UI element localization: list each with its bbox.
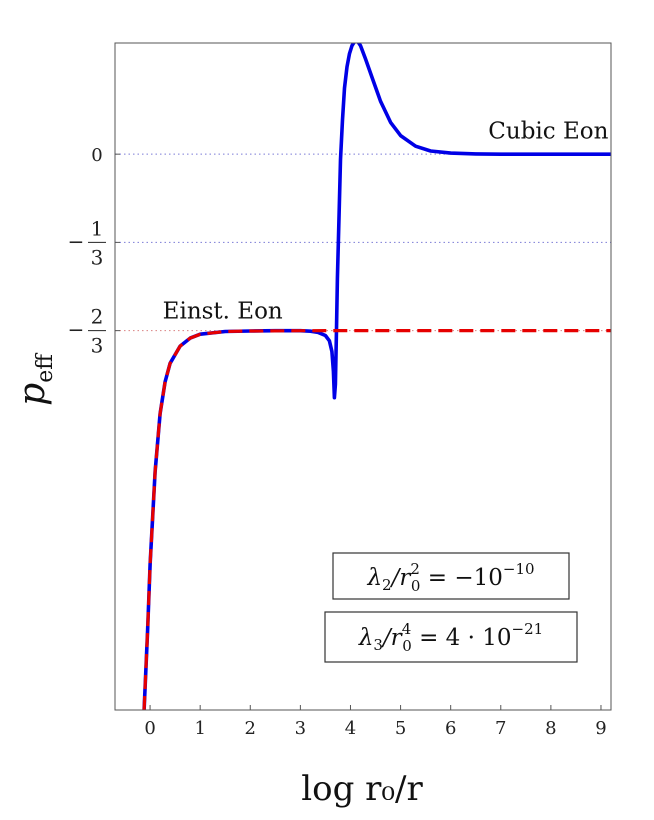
parameter-text-0-part-5: = −10 [420, 565, 502, 591]
x-tick-label-2: 2 [245, 718, 256, 739]
y-axis-title: peff [12, 353, 58, 406]
y-tick-numerator-2: 2 [91, 305, 104, 329]
x-tick-label-6: 6 [445, 718, 456, 739]
x-tick-label-9: 9 [595, 718, 606, 739]
y-tick-denominator-2: 3 [91, 334, 104, 358]
x-tick-label-1: 1 [194, 718, 205, 739]
series-line-1 [142, 329, 611, 710]
parameter-text-0-part-0: λ [366, 565, 382, 591]
x-axis-title: log r₀/r [301, 769, 423, 809]
x-axis: 0 1 2 3 4 5 6 7 8 9 [144, 705, 607, 739]
x-tick-label-5: 5 [395, 718, 406, 739]
annotation-0: Cubic Eon [488, 118, 608, 144]
parameter-text-0-part-1: 2 [382, 576, 392, 594]
parameter-text-1-part-4: 0 [402, 637, 412, 655]
x-tick-label-8: 8 [545, 718, 556, 739]
parameter-text-0-part-3: 2 [410, 560, 420, 578]
parameter-text-1: λ3/r4 0 = 4 · 10−21 [358, 620, 543, 655]
y-tick-label-0: 0 [91, 145, 102, 166]
y-axis-title-subscript: eff [33, 353, 58, 383]
y-tick-numerator-1: 1 [91, 216, 104, 240]
parameter-text-1-part-1: 3 [373, 636, 383, 654]
series-line-0 [142, 43, 611, 710]
y-tick-sign-1: − [68, 229, 85, 253]
parameter-text-1-part-2: /r [381, 625, 404, 651]
y-axis: 0−13−23 [68, 145, 120, 358]
parameter-box-1 [324, 611, 578, 663]
x-tick-label-0: 0 [144, 718, 155, 739]
parameter-text-1-part-3: 4 [402, 620, 412, 638]
parameter-text-0: λ2/r2 0 = −10−10 [366, 560, 534, 595]
parameter-text-0-part-2: /r [390, 565, 413, 591]
parameter-text-1-part-6: −21 [512, 620, 544, 638]
plot-frame [114, 42, 612, 711]
annotation-1: Einst. Eon [163, 298, 283, 324]
y-tick-sign-2: − [68, 318, 85, 342]
parameter-text-0-part-6: −10 [503, 560, 535, 578]
annotations: Cubic Eon Einst. Eon [163, 118, 609, 324]
parameter-text-0-part-4: 0 [411, 577, 421, 595]
x-tick-label-4: 4 [345, 718, 356, 739]
parameter-text-1-part-0: λ [358, 625, 374, 651]
parameter-text-1-part-5: = 4 · 10 [412, 625, 512, 651]
series-group [142, 43, 611, 710]
x-tick-label-3: 3 [295, 718, 306, 739]
y-tick-denominator-1: 3 [91, 245, 104, 269]
y-axis-title-main: p [12, 383, 53, 406]
parameter-box-0 [332, 552, 570, 600]
x-tick-label-7: 7 [495, 718, 506, 739]
